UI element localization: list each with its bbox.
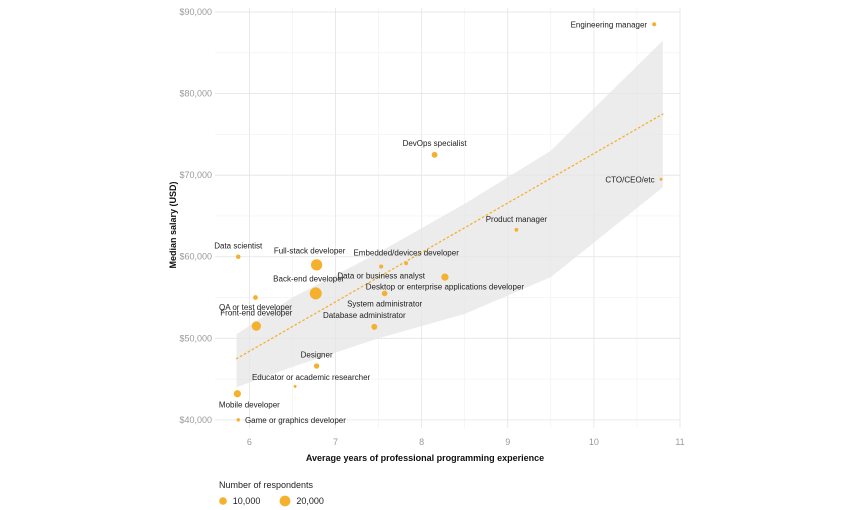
- data-label: Back-end developer: [273, 274, 344, 283]
- data-label: CTO/CEO/etc: [605, 175, 654, 184]
- y-axis-ticks: $40,000 $50,000 $60,000 $70,000 $80,000 $90,0…: [179, 7, 212, 425]
- data-point: [659, 177, 663, 181]
- y-tick-label: $60,000: [179, 252, 212, 262]
- legend-label: 10,000: [233, 496, 261, 506]
- x-tick-label: 9: [505, 437, 510, 447]
- x-tick-label: 8: [419, 437, 424, 447]
- x-tick-label: 11: [675, 437, 684, 447]
- data-point: [253, 295, 258, 300]
- data-point: [441, 273, 449, 281]
- data-label: Database administrator: [323, 311, 406, 320]
- data-label: Desktop or enterprise applications devel…: [366, 283, 525, 292]
- confidence-band-area: [236, 40, 663, 388]
- y-tick-label: $80,000: [179, 89, 212, 99]
- x-tick-label: 10: [589, 437, 599, 447]
- data-label: Full-stack developer: [274, 246, 346, 255]
- data-point: [381, 290, 388, 297]
- data-label: Mobile developer: [219, 400, 280, 409]
- legend-label: 20,000: [296, 496, 324, 506]
- x-axis-ticks: 6 7 8 9 10 11: [247, 437, 685, 447]
- x-axis-title: Average years of professional programmin…: [306, 453, 544, 463]
- data-point: [236, 418, 240, 422]
- data-label: Product manager: [486, 215, 548, 224]
- data-point: [379, 264, 384, 269]
- y-tick-label: $50,000: [179, 333, 212, 343]
- data-label: Front-end developer: [220, 308, 292, 317]
- data-label: Data or business analyst: [337, 272, 425, 281]
- confidence-band: [236, 40, 663, 388]
- legend-swatch: [219, 497, 227, 505]
- data-point: [236, 254, 241, 259]
- data-points: Engineering manager DevOps specialist CTO/…: [214, 20, 663, 425]
- data-label: Data scientist: [214, 241, 263, 250]
- legend-swatch: [279, 495, 291, 507]
- data-label: Designer: [301, 350, 333, 359]
- y-tick-label: $70,000: [179, 170, 212, 180]
- data-label: System administrator: [347, 299, 422, 308]
- data-label: Game or graphics developer: [245, 416, 346, 425]
- data-point: [652, 22, 657, 27]
- data-label: Engineering manager: [571, 20, 648, 29]
- data-label: QA or test developer: [219, 303, 292, 312]
- data-point: [404, 261, 409, 266]
- data-label: Educator or academic researcher: [252, 373, 371, 382]
- data-label: Embedded/devices developer: [353, 248, 459, 257]
- data-point: [309, 287, 322, 300]
- data-point: [310, 259, 323, 271]
- data-point: [293, 384, 297, 388]
- legend-title: Number of respondents: [219, 480, 314, 490]
- trend-line: [235, 113, 664, 360]
- y-axis-title: Median salary (USD): [168, 181, 178, 268]
- x-tick-label: 7: [333, 437, 338, 447]
- data-label: DevOps specialist: [403, 139, 468, 148]
- y-tick-label: $40,000: [179, 415, 212, 425]
- legend: Number of respondents 10,000 20,000: [219, 480, 324, 507]
- data-point: [514, 227, 519, 232]
- data-point: [233, 390, 241, 398]
- data-point: [371, 323, 378, 330]
- x-tick-label: 6: [247, 437, 252, 447]
- trend-line-path: [235, 113, 664, 360]
- data-point: [251, 321, 261, 331]
- data-point: [431, 151, 438, 158]
- y-tick-label: $90,000: [179, 7, 212, 17]
- data-point: [313, 363, 320, 369]
